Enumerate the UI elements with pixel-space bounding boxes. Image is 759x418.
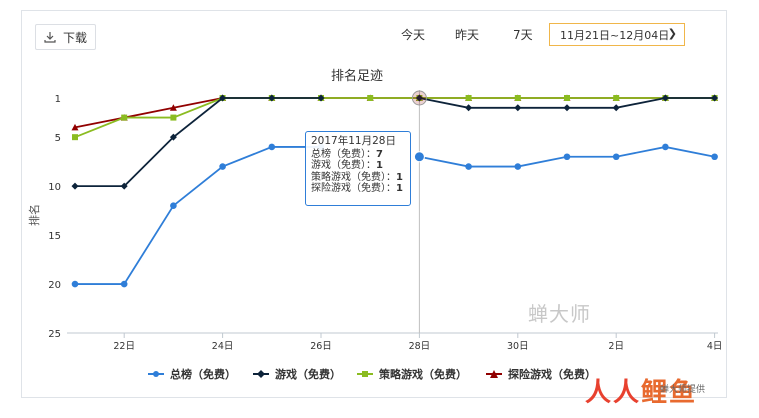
- tooltip-row: 策略游戏（免费）：1: [311, 171, 403, 183]
- data-point: [120, 182, 128, 190]
- data-point: [169, 104, 177, 111]
- tooltip-row: 探险游戏（免费）：1: [311, 183, 403, 194]
- chart-tooltip: 2017年11月28日 总榜（免费）：7 游戏（免费）：1 策略游戏（免费）：1…: [305, 131, 411, 206]
- series-line-2: [74, 97, 715, 139]
- data-point: [564, 95, 570, 101]
- chevron-down-icon: ❯: [667, 27, 677, 40]
- data-point: [170, 202, 177, 210]
- legend-label: 探险游戏（免费）: [508, 368, 596, 381]
- tooltip-row: 游戏（免费）：1: [311, 160, 383, 171]
- data-point: [661, 94, 669, 102]
- range-7days-button[interactable]: 7天: [513, 28, 533, 42]
- legend-item-series-0[interactable]: 总榜（免费）: [148, 366, 236, 382]
- data-point: [415, 94, 423, 102]
- data-point: [121, 114, 128, 121]
- watermark-text: 蝉大师: [528, 302, 591, 326]
- data-point: [219, 163, 226, 170]
- data-point: [563, 104, 571, 112]
- y-tick-label: 25: [48, 329, 61, 340]
- data-point: [219, 94, 227, 102]
- tooltip-title: 2017年11月28日: [311, 135, 396, 147]
- data-point: [120, 280, 128, 288]
- x-tick-label: 30日: [507, 341, 529, 352]
- data-point: [711, 153, 718, 161]
- x-tick-label: 24日: [212, 341, 234, 352]
- data-point: [170, 114, 177, 121]
- data-point: [169, 133, 177, 141]
- date-range-value: 11月21日~12月04日: [560, 28, 670, 42]
- data-point: [268, 94, 276, 102]
- chart-legend: 总榜（免费） 游戏（免费） 策略游戏（免费） 探险游戏（免费）: [0, 366, 759, 382]
- data-point: [662, 143, 669, 151]
- legend-marker-icon: [148, 371, 164, 377]
- x-tick-label: 22日: [113, 341, 135, 352]
- legend-item-series-3[interactable]: 探险游戏（免费）: [486, 366, 596, 382]
- hover-point: [413, 151, 425, 163]
- brand-caption: 蝉大师提供: [660, 385, 706, 395]
- legend-label: 游戏（免费）: [275, 368, 341, 381]
- tooltip-row: 总榜（免费）：7: [311, 148, 383, 160]
- brand-logo: 人人鲤鱼: [585, 378, 698, 408]
- data-point: [514, 104, 522, 112]
- range-yesterday-button[interactable]: 昨天: [455, 28, 480, 42]
- legend-item-series-1[interactable]: 游戏（免费）: [253, 366, 341, 382]
- data-point: [465, 104, 473, 112]
- y-tick-label: 10: [48, 182, 61, 193]
- data-point: [711, 94, 719, 102]
- y-tick-label: 5: [55, 133, 61, 144]
- x-tick-label: 26日: [310, 341, 332, 352]
- x-tick-label: 28日: [409, 341, 431, 352]
- data-point: [563, 153, 571, 161]
- download-button[interactable]: 下载: [35, 24, 97, 50]
- legend-label: 总榜（免费）: [170, 368, 236, 381]
- data-point: [613, 95, 620, 101]
- series-line-3: [74, 97, 715, 129]
- hover-highlight: [411, 90, 427, 106]
- legend-item-series-2[interactable]: 策略游戏（免费）: [357, 366, 467, 382]
- legend-marker-icon: [357, 371, 373, 377]
- data-point: [71, 182, 79, 190]
- chart-title: 排名足迹: [331, 68, 383, 84]
- data-point: [612, 104, 620, 112]
- download-icon: [44, 32, 56, 43]
- date-range-select[interactable]: 11月21日~12月04日 ❯: [549, 23, 685, 46]
- data-point: [612, 153, 620, 161]
- legend-label: 策略游戏（免费）: [379, 368, 467, 381]
- legend-marker-icon: [486, 370, 502, 378]
- data-point: [317, 94, 325, 102]
- legend-marker-icon: [253, 370, 269, 378]
- data-point: [514, 163, 522, 170]
- data-point: [72, 134, 78, 141]
- range-today-button[interactable]: 今天: [401, 28, 426, 42]
- data-point: [367, 95, 374, 101]
- data-point: [268, 143, 276, 151]
- y-axis-label: 排名: [27, 204, 41, 226]
- data-point: [514, 95, 521, 101]
- data-point: [71, 123, 79, 131]
- y-tick-label: 20: [48, 280, 61, 291]
- x-tick-label: 2日: [608, 341, 624, 352]
- y-tick-label: 15: [48, 231, 61, 242]
- y-tick-label: 1: [55, 94, 61, 105]
- data-point: [465, 163, 472, 170]
- data-point: [71, 280, 79, 288]
- data-point: [465, 95, 472, 101]
- download-label: 下载: [63, 30, 88, 45]
- x-tick-label: 4日: [707, 341, 723, 352]
